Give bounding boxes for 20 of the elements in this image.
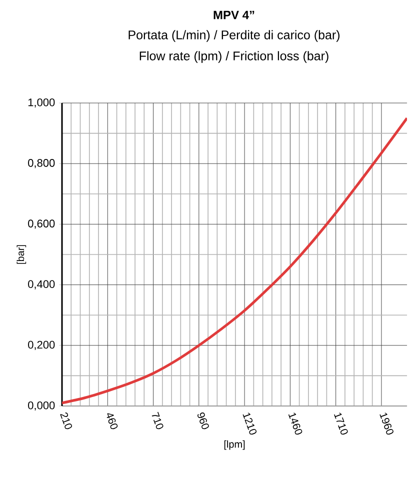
x-tick-label: 1710 (334, 412, 348, 435)
y-tick-label: 0,200 (28, 340, 55, 350)
x-tick-label: 710 (152, 412, 164, 430)
chart-subtitle: Portata (L/min) / Perdite di carico (bar) (128, 30, 340, 42)
y-tick-label: 0,400 (28, 280, 55, 290)
x-tick-label: 1960 (380, 412, 394, 435)
y-tick-label: 1,000 (28, 98, 55, 108)
x-tick-label: 210 (60, 412, 72, 430)
chart-title: MPV 4” (214, 10, 254, 20)
y-tick-label: 0,600 (28, 220, 55, 229)
y-axis-title: [bar] (16, 245, 26, 264)
x-tick-label: 460 (106, 413, 118, 430)
line-series (62, 116, 408, 404)
y-tick-label: 0,000 (28, 401, 55, 411)
x-tick-label: 1210 (242, 412, 257, 435)
text: Flow rate (lpm) / Friction loss (bar) (140, 51, 328, 63)
x-tick-label: 1460 (288, 412, 302, 435)
x-tick-label: 960 (197, 412, 209, 430)
x-axis-title: [lpm] (224, 440, 245, 450)
y-tick-label: 0,800 (28, 159, 55, 168)
